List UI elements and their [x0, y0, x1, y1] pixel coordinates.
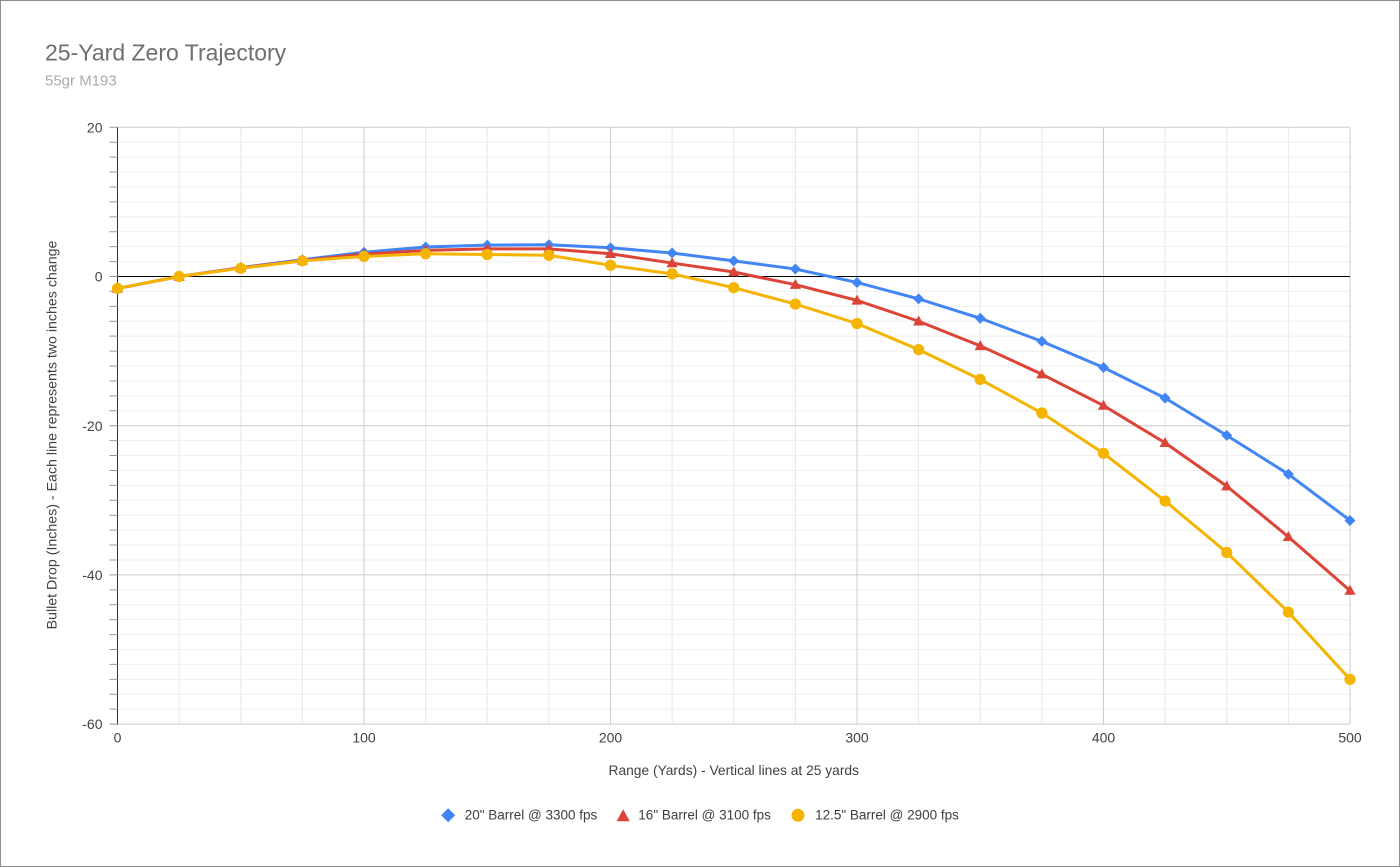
svg-text:300: 300 [845, 730, 869, 746]
svg-text:100: 100 [352, 730, 376, 746]
svg-text:Bullet Drop (Inches) - Each li: Bullet Drop (Inches) - Each line represe… [45, 241, 61, 630]
svg-text:20: 20 [87, 119, 103, 135]
svg-text:12.5" Barrel @ 2900 fps: 12.5" Barrel @ 2900 fps [815, 807, 959, 822]
svg-text:-40: -40 [82, 567, 102, 583]
svg-text:Range (Yards) - Vertical lines: Range (Yards) - Vertical lines at 25 yar… [609, 763, 860, 778]
svg-text:-60: -60 [82, 716, 102, 732]
svg-text:20" Barrel @ 3300 fps: 20" Barrel @ 3300 fps [465, 807, 598, 822]
svg-text:400: 400 [1092, 730, 1116, 746]
svg-text:200: 200 [599, 730, 623, 746]
svg-text:55gr M193: 55gr M193 [45, 73, 117, 90]
svg-text:-20: -20 [82, 418, 102, 434]
svg-text:0: 0 [95, 269, 103, 285]
svg-text:0: 0 [114, 730, 122, 746]
svg-text:500: 500 [1338, 730, 1362, 746]
svg-text:25-Yard Zero Trajectory: 25-Yard Zero Trajectory [45, 40, 287, 66]
svg-text:16" Barrel @ 3100 fps: 16" Barrel @ 3100 fps [638, 807, 771, 822]
